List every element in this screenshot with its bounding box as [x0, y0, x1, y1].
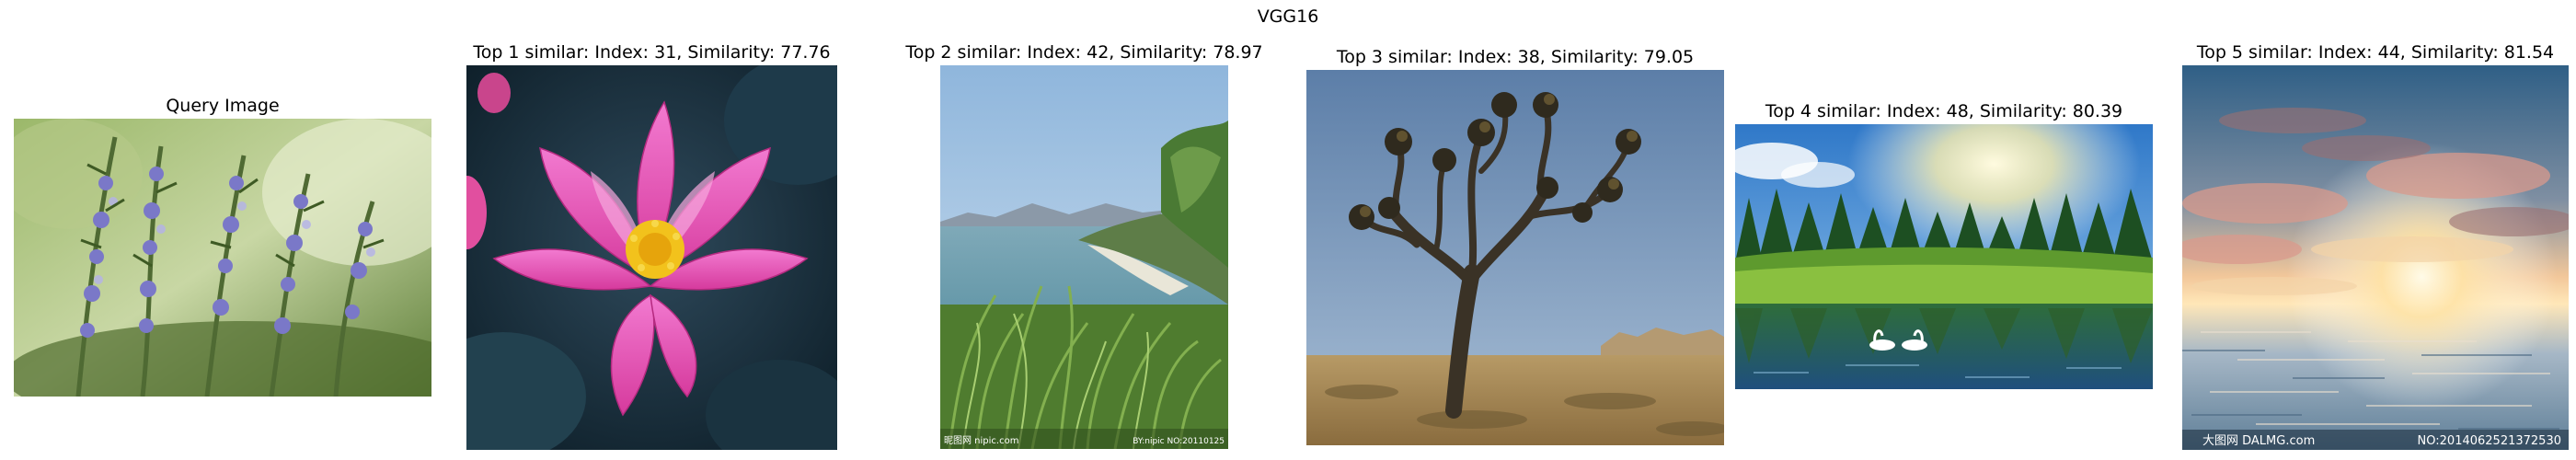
- result-title-2: Top 2 similar: Index: 42, Similarity: 78…: [905, 42, 1263, 63]
- result-title-3: Top 3 similar: Index: 38, Similarity: 79…: [1336, 47, 1695, 67]
- result-panel-1: Top 1 similar: Index: 31, Similarity: 77…: [466, 42, 837, 450]
- query-panel: Query Image: [14, 96, 431, 397]
- result-image-3: [1306, 70, 1724, 445]
- result-panel-4: Top 4 similar: Index: 48, Similarity: 80…: [1735, 101, 2153, 389]
- result-title-5: Top 5 similar: Index: 44, Similarity: 81…: [2196, 42, 2555, 63]
- figure-title: VGG16: [1257, 6, 1319, 27]
- result-title-4: Top 4 similar: Index: 48, Similarity: 80…: [1765, 101, 2123, 121]
- result-panel-3: Top 3 similar: Index: 38, Similarity: 79…: [1306, 47, 1724, 445]
- query-image: [14, 119, 431, 397]
- result-image-5: 大图网 DALMG.com NO:20140625213725​30: [2182, 65, 2569, 450]
- result-title-1: Top 1 similar: Index: 31, Similarity: 77…: [473, 42, 831, 63]
- watermark-left-2: 昵图网 nipic.com: [944, 435, 1018, 446]
- watermark-right-2: BY:nipic NO:20110125: [1133, 437, 1225, 446]
- query-image-title: Query Image: [166, 96, 280, 116]
- result-panel-5: Top 5 similar: Index: 44, Similarity: 81…: [2182, 42, 2569, 450]
- result-panel-2: Top 2 similar: Index: 42, Similarity: 78…: [905, 42, 1263, 449]
- result-image-4: [1735, 124, 2153, 389]
- result-image-2: 昵图网 nipic.com BY:nipic NO:20110125: [940, 65, 1228, 449]
- watermark-left-5: 大图网 DALMG.com: [2202, 434, 2315, 448]
- watermark-right-5: NO:20140625213725​30: [2418, 434, 2561, 448]
- result-image-1: [466, 65, 837, 450]
